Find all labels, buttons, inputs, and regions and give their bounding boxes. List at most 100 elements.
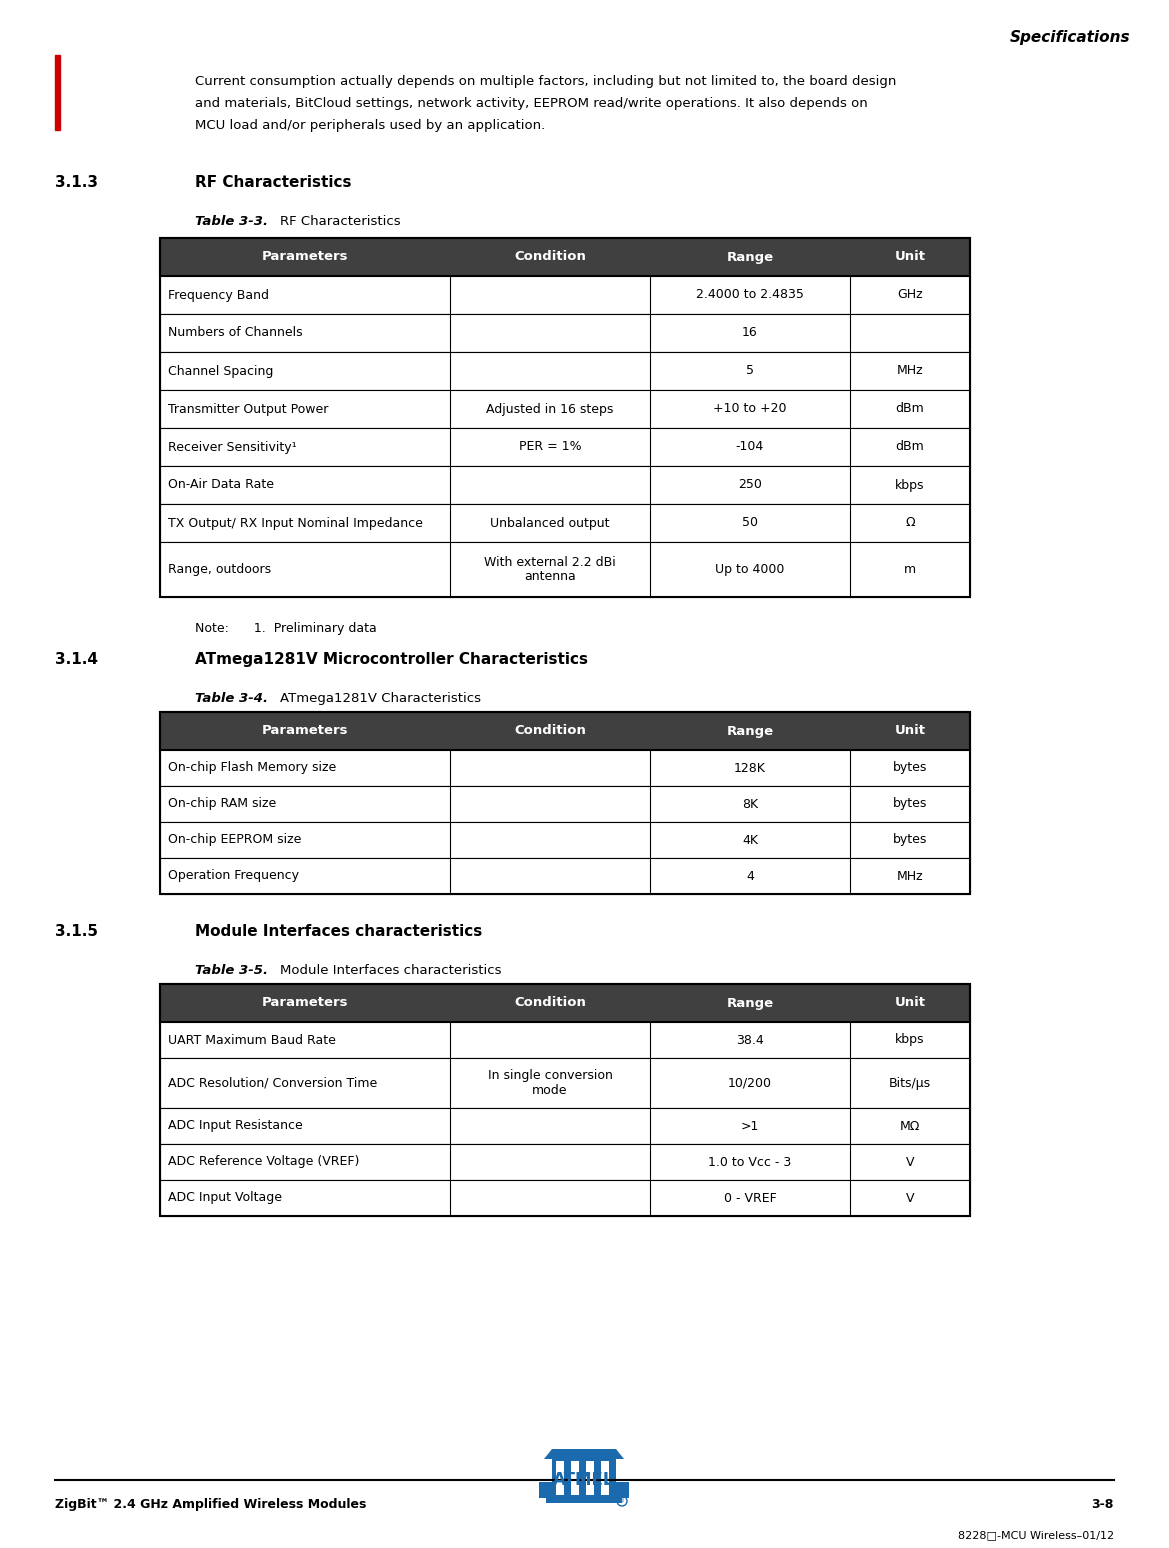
Text: Range: Range [726,724,774,737]
Text: Range: Range [726,997,774,1009]
Text: Unit: Unit [894,997,926,1009]
Bar [546,1495,622,1503]
Text: Module Interfaces characteristics: Module Interfaces characteristics [195,924,483,940]
Text: UART Maximum Baud Rate: UART Maximum Baud Rate [168,1034,336,1046]
Text: ADC Reference Voltage (VREF): ADC Reference Voltage (VREF) [168,1155,359,1169]
Bar [160,822,970,858]
Bar [160,786,970,822]
Text: Parameters: Parameters [262,251,348,263]
Bar [552,1460,616,1497]
Text: dBm: dBm [895,441,925,454]
Bar [160,238,970,598]
Bar [601,1461,609,1495]
Text: 10/200: 10/200 [728,1076,772,1090]
Text: bytes: bytes [893,762,927,774]
Bar [160,276,970,314]
Text: 8K: 8K [742,797,758,811]
Text: >1: >1 [741,1119,759,1133]
Text: ATmega1281V Microcontroller Characteristics: ATmega1281V Microcontroller Characterist… [195,652,588,667]
Text: On-chip Flash Memory size: On-chip Flash Memory size [168,762,337,774]
Text: Channel Spacing: Channel Spacing [168,364,274,378]
Text: Condition: Condition [514,997,586,1009]
Bar [160,712,970,895]
Text: m: m [904,563,916,576]
Text: Table 3-3.: Table 3-3. [195,215,268,228]
Text: PER = 1%: PER = 1% [519,441,581,454]
Text: ZigBit™ 2.4 GHz Amplified Wireless Modules: ZigBit™ 2.4 GHz Amplified Wireless Modul… [55,1498,366,1511]
Bar [160,858,970,895]
Text: Ω: Ω [905,517,915,529]
Text: Module Interfaces characteristics: Module Interfaces characteristics [281,964,502,977]
Text: 4K: 4K [742,833,758,847]
Text: Adjusted in 16 steps: Adjusted in 16 steps [486,402,614,415]
Text: Range: Range [726,251,774,263]
Text: Up to 4000: Up to 4000 [715,563,784,576]
Text: Unit: Unit [894,724,926,737]
Text: -104: -104 [735,441,765,454]
Text: kbps: kbps [895,478,925,492]
Text: V: V [906,1192,914,1204]
Text: Unbalanced output: Unbalanced output [490,517,610,529]
Bar [160,466,970,505]
Text: RF Characteristics: RF Characteristics [195,175,352,190]
Text: Bits/µs: Bits/µs [888,1076,931,1090]
Text: On-Air Data Rate: On-Air Data Rate [168,478,274,492]
Text: Unit: Unit [894,251,926,263]
Bar [160,985,970,1022]
Text: Frequency Band: Frequency Band [168,288,269,302]
Bar [570,1461,579,1495]
Bar [160,985,970,1217]
Text: With external 2.2 dBi
antenna: With external 2.2 dBi antenna [484,556,616,584]
Text: GHz: GHz [897,288,922,302]
Text: 3.1.3: 3.1.3 [55,175,98,190]
Text: +10 to +20: +10 to +20 [713,402,787,415]
Bar [160,1108,970,1144]
Text: dBm: dBm [895,402,925,415]
Bar [160,1057,970,1108]
Text: Parameters: Parameters [262,997,348,1009]
Text: ®: ® [618,1498,625,1505]
Text: bytes: bytes [893,833,927,847]
Text: ATmega1281V Characteristics: ATmega1281V Characteristics [281,692,480,704]
Text: Table 3-4.: Table 3-4. [195,692,268,704]
Text: Condition: Condition [514,724,586,737]
Text: Specifications: Specifications [1009,29,1130,45]
Bar [539,1481,629,1498]
Text: 2.4000 to 2.4835: 2.4000 to 2.4835 [696,288,804,302]
Bar [160,1022,970,1057]
Polygon shape [544,1449,624,1460]
Bar [160,1180,970,1217]
Text: 0 - VREF: 0 - VREF [724,1192,776,1204]
Text: Note:  1.  Preliminary data: Note: 1. Preliminary data [195,622,376,635]
Bar [160,505,970,542]
Text: MHz: MHz [897,364,924,378]
Text: MHz: MHz [897,870,924,882]
Bar [160,427,970,466]
Bar [586,1461,594,1495]
Bar [160,238,970,276]
Text: MΩ: MΩ [900,1119,920,1133]
Text: 4: 4 [746,870,754,882]
Text: 128K: 128K [734,762,766,774]
Bar [55,56,60,130]
Text: 50: 50 [742,517,758,529]
Bar [160,314,970,351]
Text: 3-8: 3-8 [1092,1498,1114,1511]
Text: TX Output/ RX Input Nominal Impedance: TX Output/ RX Input Nominal Impedance [168,517,423,529]
Text: ATMEL: ATMEL [553,1471,615,1489]
Bar [160,1144,970,1180]
Text: On-chip RAM size: On-chip RAM size [168,797,276,811]
Bar [556,1461,563,1495]
Text: ADC Resolution/ Conversion Time: ADC Resolution/ Conversion Time [168,1076,378,1090]
Text: In single conversion
mode: In single conversion mode [487,1070,613,1098]
Text: bytes: bytes [893,797,927,811]
Bar [160,390,970,427]
Text: 16: 16 [742,327,758,339]
Text: Transmitter Output Power: Transmitter Output Power [168,402,328,415]
Bar [160,542,970,598]
Bar [160,351,970,390]
Bar [160,712,970,749]
Text: On-chip EEPROM size: On-chip EEPROM size [168,833,302,847]
Text: Current consumption actually depends on multiple factors, including but not limi: Current consumption actually depends on … [195,74,897,88]
Text: 8228□-MCU Wireless–01/12: 8228□-MCU Wireless–01/12 [957,1529,1114,1540]
